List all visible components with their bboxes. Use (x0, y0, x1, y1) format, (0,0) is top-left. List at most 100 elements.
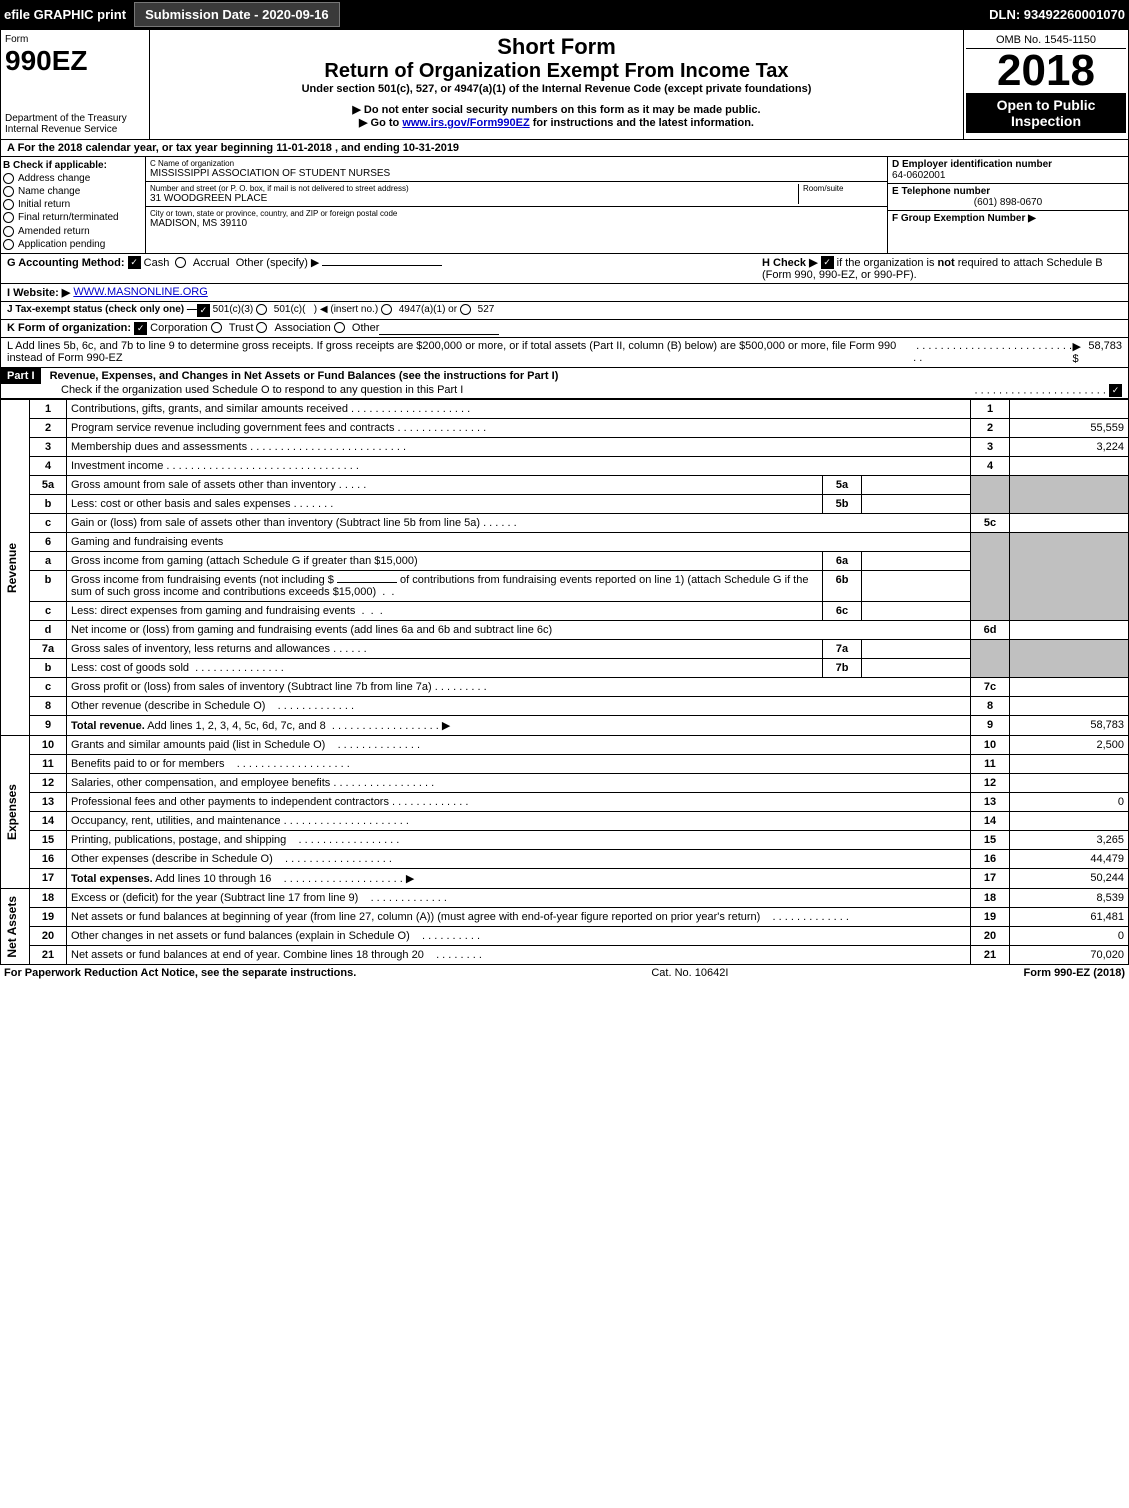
sub-6d: 6d (971, 621, 1010, 640)
l-amount-prefix: ▶ $ (1072, 340, 1088, 365)
year-block: OMB No. 1545-1150 2018 Open to Public In… (964, 30, 1128, 139)
line-11-box: 11 (971, 755, 1010, 774)
dln-label: DLN: 93492260001070 (989, 7, 1125, 22)
line-4-num: 4 (30, 457, 67, 476)
line-8-num: 8 (30, 697, 67, 716)
cash-check-icon[interactable]: ✓ (128, 256, 141, 269)
return-title: Return of Organization Exempt From Incom… (154, 60, 959, 83)
sub-7b: 7b (823, 659, 862, 678)
line-14-box: 14 (971, 812, 1010, 831)
form-header: Form 990EZ Department of the Treasury In… (0, 29, 1129, 140)
line-7c-num: c (30, 678, 67, 697)
section-b-header: B Check if applicable: (3, 159, 143, 172)
section-g: G Accounting Method: ✓ Cash Accrual Othe… (7, 256, 762, 282)
part1-table: Revenue 1 Contributions, gifts, grants, … (0, 399, 1129, 965)
form-id-block: Form 990EZ Department of the Treasury In… (1, 30, 150, 139)
other-org-input[interactable] (379, 322, 499, 335)
line-5c-num: c (30, 514, 67, 533)
line-6b-val (862, 571, 971, 602)
line-16-val: 44,479 (1010, 850, 1129, 869)
top-bar: efile GRAPHIC print Submission Date - 20… (0, 0, 1129, 29)
l-amount: 58,783 (1088, 340, 1122, 365)
line-19-desc: Net assets or fund balances at beginning… (67, 908, 971, 927)
line-3-desc: Membership dues and assessments . . . . … (67, 438, 971, 457)
line-6a-num: a (30, 552, 67, 571)
name-change[interactable]: Name change (3, 185, 143, 198)
k-label: K Form of organization: (7, 322, 131, 335)
app-pending[interactable]: Application pending (3, 238, 143, 251)
section-d: D Employer identification number 64-0602… (888, 157, 1128, 253)
501c3-check-icon[interactable]: ✓ (197, 304, 210, 317)
footer-right: Form 990-EZ (2018) (1024, 967, 1126, 979)
submission-date-button[interactable]: Submission Date - 2020-09-16 (134, 2, 340, 27)
corp-check-icon[interactable]: ✓ (134, 322, 147, 335)
sub-7a: 7a (823, 640, 862, 659)
website-link[interactable]: WWW.MASNONLINE.ORG (73, 286, 207, 299)
goto-suffix: for instructions and the latest informat… (533, 117, 754, 129)
footer-cat: Cat. No. 10642I (356, 967, 1023, 979)
amended-return[interactable]: Amended return (3, 225, 143, 238)
form-990ez: 990EZ (5, 45, 88, 76)
under-section: Under section 501(c), 527, or 4947(a)(1)… (154, 83, 959, 95)
other-label: Other (specify) ▶ (236, 257, 320, 269)
shade-6v (1010, 533, 1129, 621)
efile-label[interactable]: efile GRAPHIC print (4, 7, 126, 22)
goto-instructions: ▶ Go to www.irs.gov/Form990EZ for instru… (154, 116, 959, 129)
irs-link[interactable]: www.irs.gov/Form990EZ (402, 117, 529, 129)
tax-exempt-row: J Tax-exempt status (check only one) — ✓… (0, 302, 1129, 320)
addr-change[interactable]: Address change (3, 172, 143, 185)
period-label: A For the 2018 calendar year, or tax yea… (7, 142, 276, 154)
sub-5c: 5c (971, 514, 1010, 533)
line-20-box: 20 (971, 927, 1010, 946)
expenses-sidebar: Expenses (1, 736, 30, 889)
gross-receipts-row: L Add lines 5b, 6c, and 7b to line 9 to … (0, 338, 1129, 368)
final-return[interactable]: Final return/terminated (3, 211, 143, 224)
dept-treasury: Department of the Treasury (5, 113, 145, 124)
line-21-box: 21 (971, 946, 1010, 965)
line-12-box: 12 (971, 774, 1010, 793)
line-14-val (1010, 812, 1129, 831)
line-7a-num: 7a (30, 640, 67, 659)
line-15-val: 3,265 (1010, 831, 1129, 850)
schedule-o-check-icon[interactable]: ✓ (1109, 384, 1122, 397)
line-6-desc: Gaming and fundraising events (67, 533, 971, 552)
501c-radio[interactable] (256, 304, 267, 315)
tax-period-row: A For the 2018 calendar year, or tax yea… (0, 140, 1129, 157)
phone-cell: E Telephone number (601) 898-0670 (888, 184, 1128, 211)
phone: (601) 898-0670 (892, 197, 1124, 208)
phone-label: E Telephone number (892, 186, 1124, 197)
line-10-num: 10 (30, 736, 67, 755)
line-5a-desc: Gross amount from sale of assets other t… (67, 476, 823, 495)
line-14-num: 14 (30, 812, 67, 831)
accrual-radio[interactable] (175, 257, 186, 268)
room-label: Room/suite (803, 184, 883, 193)
other-org-radio[interactable] (334, 322, 345, 333)
line-3-val: 3,224 (1010, 438, 1129, 457)
city-row: City or town, state or province, country… (146, 207, 887, 231)
line-2-box: 2 (971, 419, 1010, 438)
line-7b-val (862, 659, 971, 678)
527-radio[interactable] (460, 304, 471, 315)
line-6b-num: b (30, 571, 67, 602)
part1-title: Revenue, Expenses, and Changes in Net As… (44, 368, 565, 384)
trust-radio[interactable] (211, 322, 222, 333)
line-6-num: 6 (30, 533, 67, 552)
street-label: Number and street (or P. O. box, if mail… (150, 184, 798, 193)
other-specify-input[interactable] (322, 265, 442, 266)
line-18-num: 18 (30, 889, 67, 908)
sub-6a: 6a (823, 552, 862, 571)
sub-6b: 6b (823, 571, 862, 602)
line-6c-desc: Less: direct expenses from gaming and fu… (67, 602, 823, 621)
line-12-num: 12 (30, 774, 67, 793)
assoc-radio[interactable] (256, 322, 267, 333)
line-3-num: 3 (30, 438, 67, 457)
sub-6c: 6c (823, 602, 862, 621)
line-17-box: 17 (971, 869, 1010, 889)
period-mid: , and ending (335, 142, 403, 154)
4947-radio[interactable] (381, 304, 392, 315)
line-18-desc: Excess or (deficit) for the year (Subtra… (67, 889, 971, 908)
line-17-val: 50,244 (1010, 869, 1129, 889)
line-4-val (1010, 457, 1129, 476)
initial-return[interactable]: Initial return (3, 198, 143, 211)
h-check-icon[interactable]: ✓ (821, 256, 834, 269)
